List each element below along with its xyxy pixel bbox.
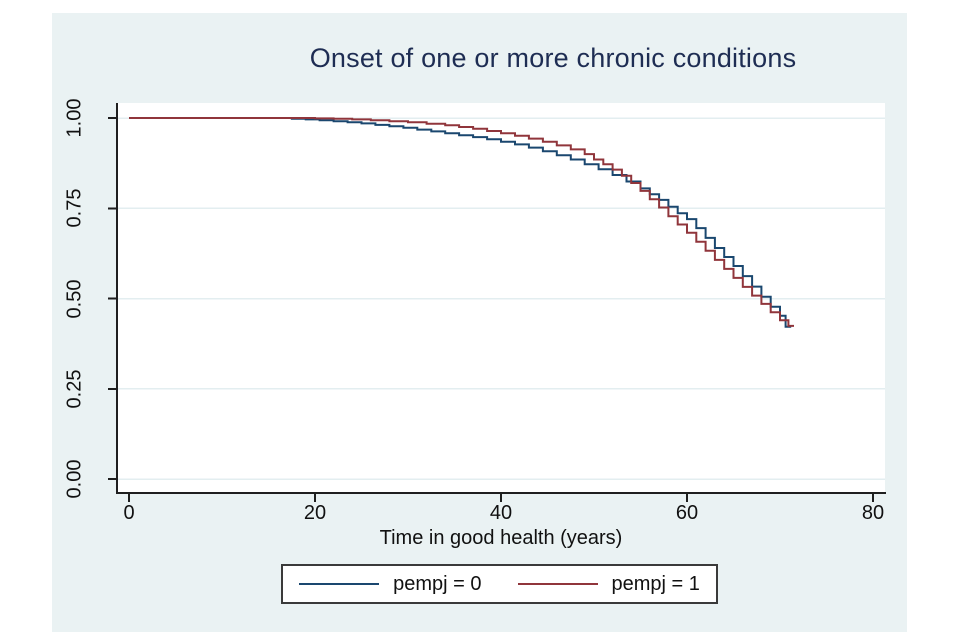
survival-curve-1: [129, 117, 794, 327]
x-tick-label: 60: [675, 502, 699, 524]
legend-line-swatch-navy: [299, 583, 380, 585]
survival-curve-0: [129, 117, 792, 328]
legend-label: pempj = 1: [611, 572, 700, 595]
x-tick-label: 20: [303, 502, 327, 524]
x-tick-label: 40: [489, 502, 513, 524]
chart-title: Onset of one or more chronic conditions: [309, 43, 797, 73]
y-tick-label: 1.00: [63, 98, 86, 138]
legend: pempj = 0 pempj = 1: [281, 564, 718, 604]
legend-entry-pempj0: pempj = 0: [299, 572, 482, 596]
legend-line-swatch-maroon: [517, 583, 598, 585]
y-tick-label: 0.75: [63, 188, 86, 228]
x-axis-title: Time in good health (years): [379, 527, 623, 549]
y-tick-label: 0.00: [63, 459, 86, 499]
legend-entry-pempj1: pempj = 1: [517, 572, 700, 596]
y-tick-label: 0.50: [63, 279, 86, 318]
x-tick-label: 0: [123, 502, 135, 524]
x-tick-label: 80: [861, 502, 885, 524]
legend-label: pempj = 0: [393, 572, 482, 595]
y-tick-label: 0.25: [63, 369, 86, 409]
